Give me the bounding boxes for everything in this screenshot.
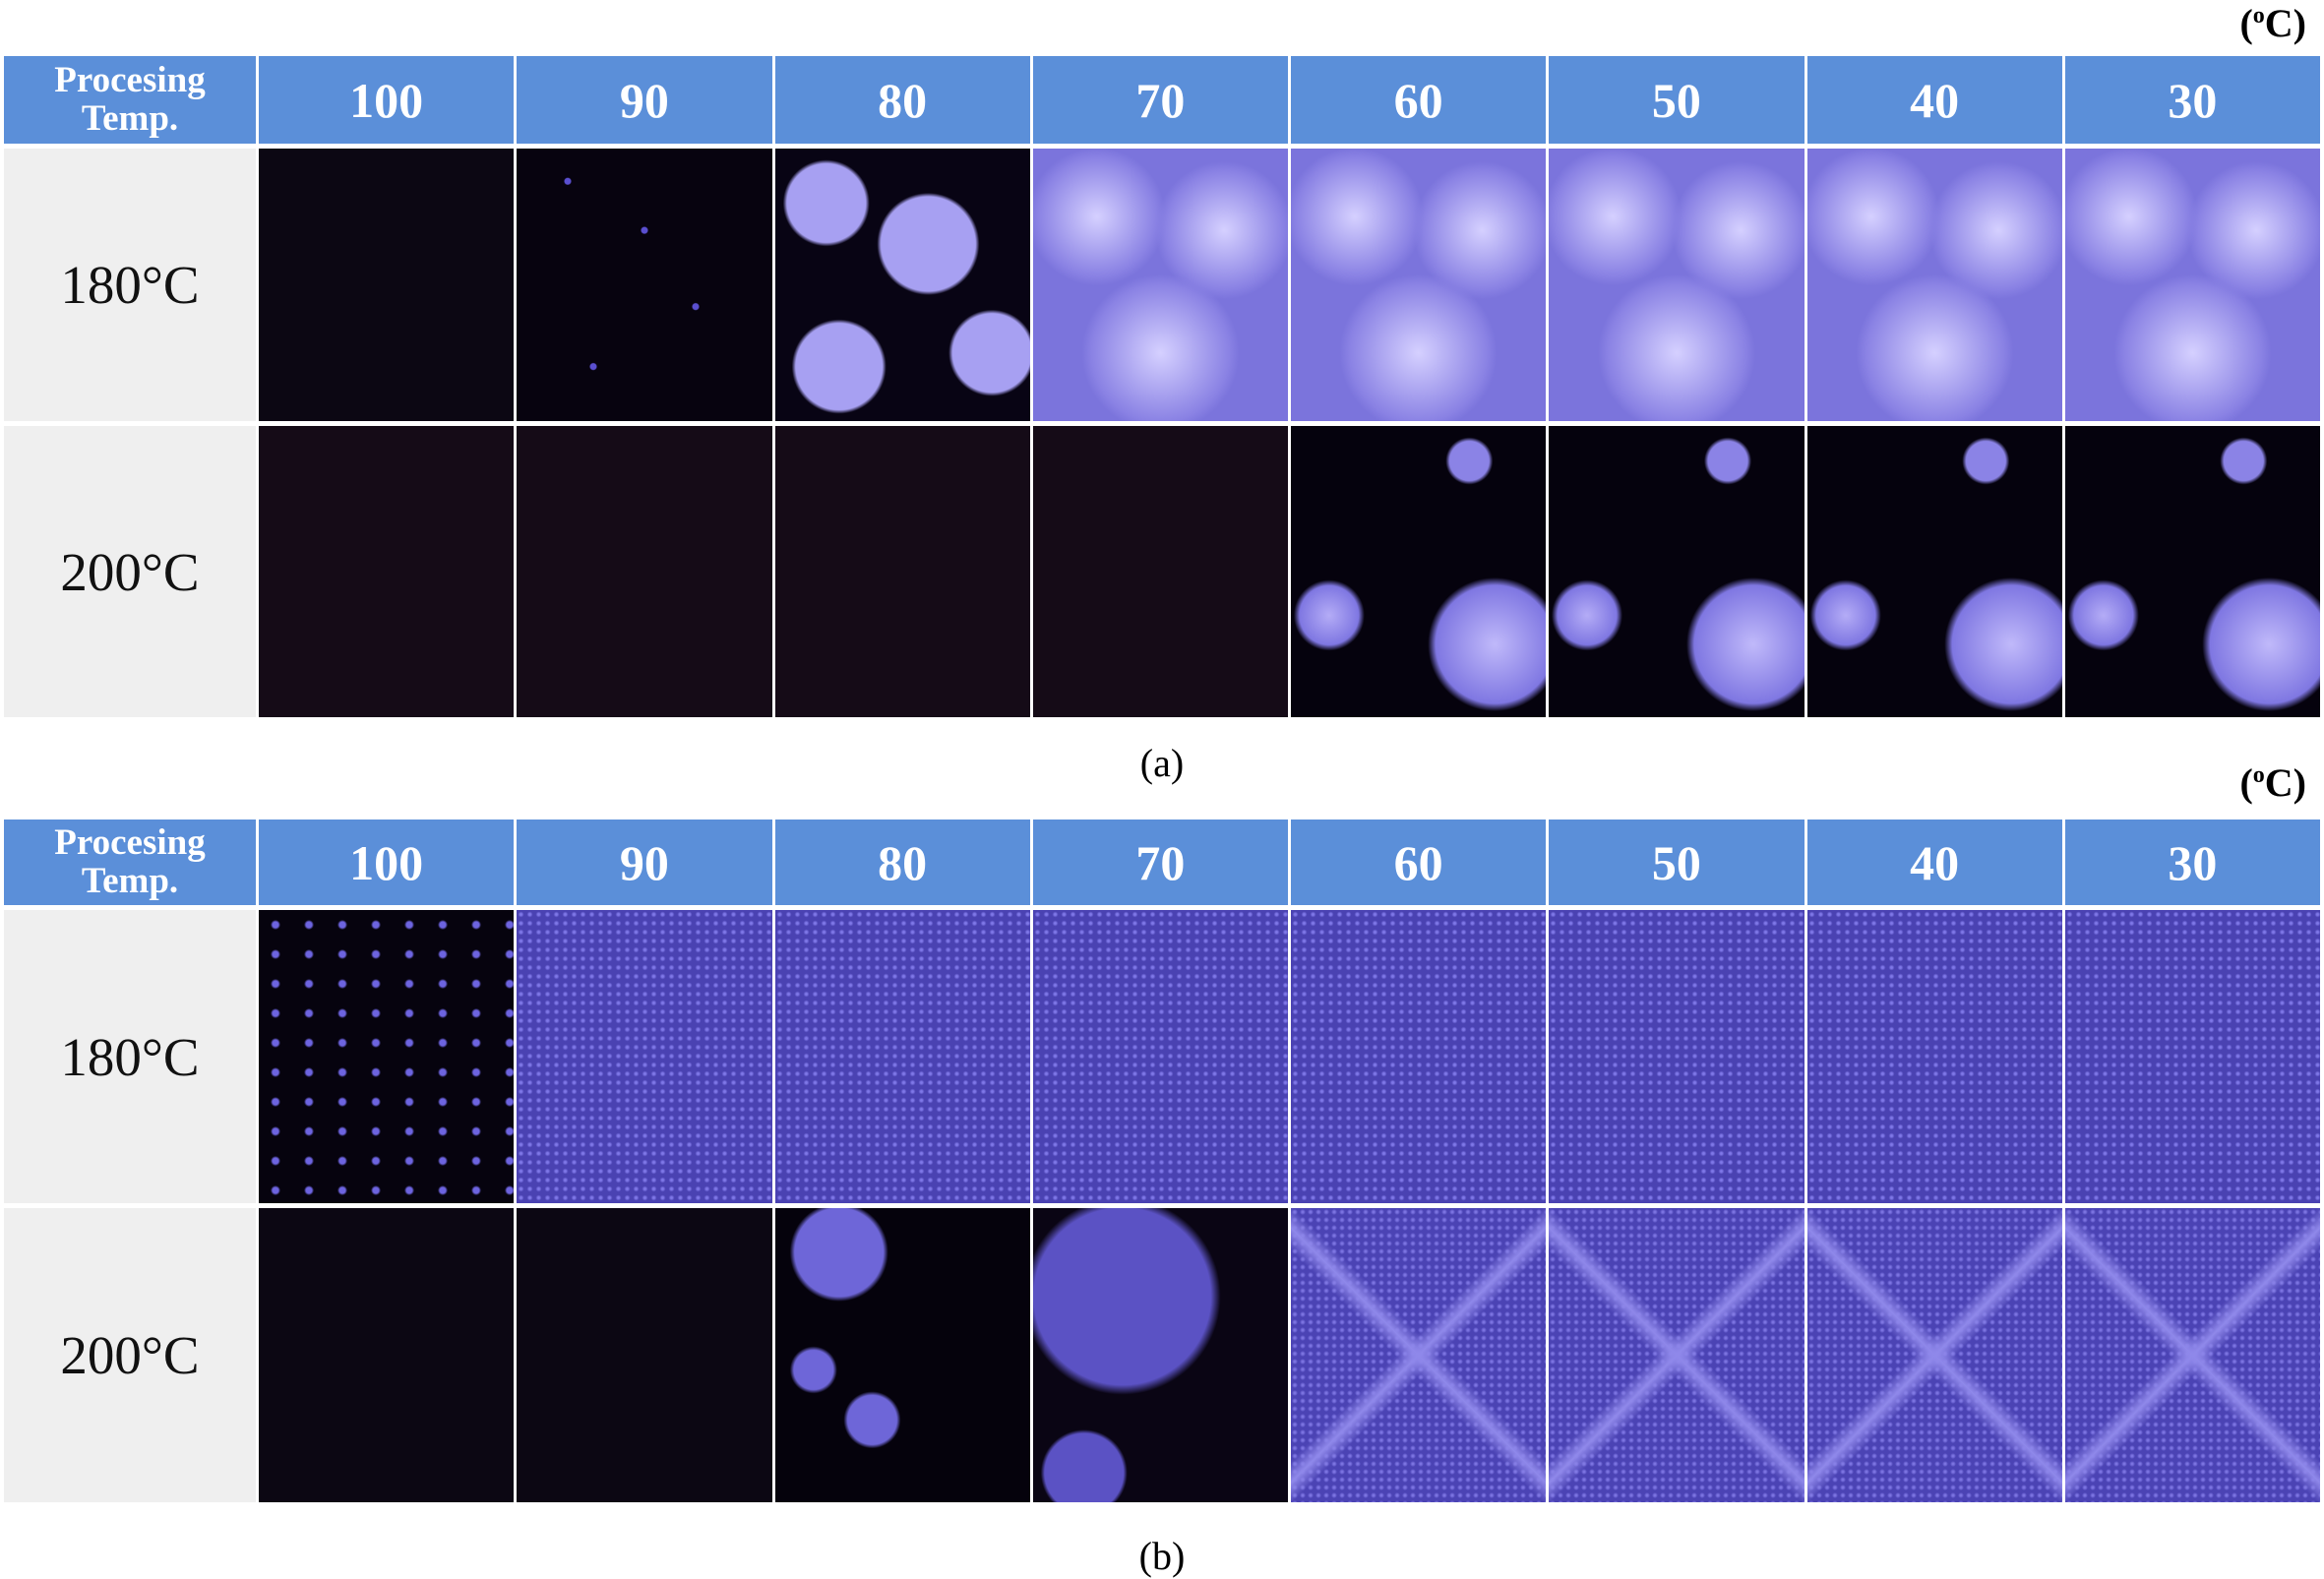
micrograph <box>517 426 772 717</box>
micrograph <box>1032 1208 1288 1502</box>
header-corner: Procesing Temp. <box>4 56 256 144</box>
micrograph <box>259 1208 515 1502</box>
micrograph <box>1291 910 1547 1203</box>
micrograph <box>774 426 1030 717</box>
column-header: 70 <box>1032 56 1288 144</box>
column-header: 80 <box>774 820 1030 905</box>
micrograph <box>1549 149 1804 421</box>
micrograph <box>259 149 515 421</box>
micrograph <box>2064 149 2320 421</box>
caption: (b) <box>1138 1534 1186 1578</box>
micrograph <box>1549 426 1804 717</box>
micrograph <box>774 910 1030 1203</box>
micrograph <box>517 1208 772 1502</box>
micrograph <box>517 910 772 1203</box>
column-header: 90 <box>517 56 772 144</box>
micrograph <box>1806 1208 2062 1502</box>
column-header: 30 <box>2064 820 2320 905</box>
micrograph <box>517 149 772 421</box>
unit-open: ( <box>2239 1 2253 45</box>
column-header: 70 <box>1032 820 1288 905</box>
column-header: 90 <box>517 820 772 905</box>
row-label: 180°C <box>4 149 256 421</box>
unit-sup: o <box>2252 762 2265 788</box>
unit-open: ( <box>2239 760 2253 805</box>
header-corner: Procesing Temp. <box>4 820 256 905</box>
corner-line: Temp. <box>81 97 179 139</box>
corner-line: Procesing <box>54 821 206 863</box>
row-label: 180°C <box>4 910 256 1203</box>
micrograph <box>1032 149 1288 421</box>
micrograph <box>774 1208 1030 1502</box>
unit-sup: o <box>2252 3 2265 29</box>
micrograph <box>774 149 1030 421</box>
corner-line: Temp. <box>81 860 179 901</box>
micrograph <box>1549 910 1804 1203</box>
column-header: 80 <box>774 56 1030 144</box>
table: Procesing Temp. 100 90 80 70 60 50 40 30 180°C 200°… <box>4 820 2320 1502</box>
micrograph <box>1032 910 1288 1203</box>
column-header: 60 <box>1291 820 1547 905</box>
column-header: 50 <box>1549 820 1804 905</box>
micrograph <box>259 910 515 1203</box>
micrograph <box>259 426 515 717</box>
micrograph <box>1032 426 1288 717</box>
caption: (a) <box>1139 741 1185 785</box>
column-header: 100 <box>259 56 515 144</box>
micrograph <box>1806 149 2062 421</box>
micrograph <box>1806 426 2062 717</box>
row-label: 200°C <box>4 426 256 717</box>
micrograph <box>2064 426 2320 717</box>
column-header: 50 <box>1549 56 1804 144</box>
micrograph <box>1549 1208 1804 1502</box>
column-header: 40 <box>1806 820 2062 905</box>
micrograph <box>1291 1208 1547 1502</box>
micrograph <box>1291 149 1547 421</box>
column-header: 60 <box>1291 56 1547 144</box>
row-label: 200°C <box>4 1208 256 1502</box>
column-header: 30 <box>2064 56 2320 144</box>
unit-close: C) <box>2264 1 2306 45</box>
micrograph <box>2064 910 2320 1203</box>
micrograph <box>1806 910 2062 1203</box>
column-header: 100 <box>259 820 515 905</box>
micrograph <box>1291 426 1547 717</box>
table: Procesing Temp. 100 90 80 70 60 50 40 30 180°C 200°… <box>4 56 2320 717</box>
unit-close: C) <box>2264 760 2306 805</box>
unit-label: (oC) <box>2239 4 2306 43</box>
micrograph <box>2064 1208 2320 1502</box>
corner-line: Procesing <box>54 59 206 100</box>
column-header: 40 <box>1806 56 2062 144</box>
unit-label: (oC) <box>2239 763 2306 803</box>
